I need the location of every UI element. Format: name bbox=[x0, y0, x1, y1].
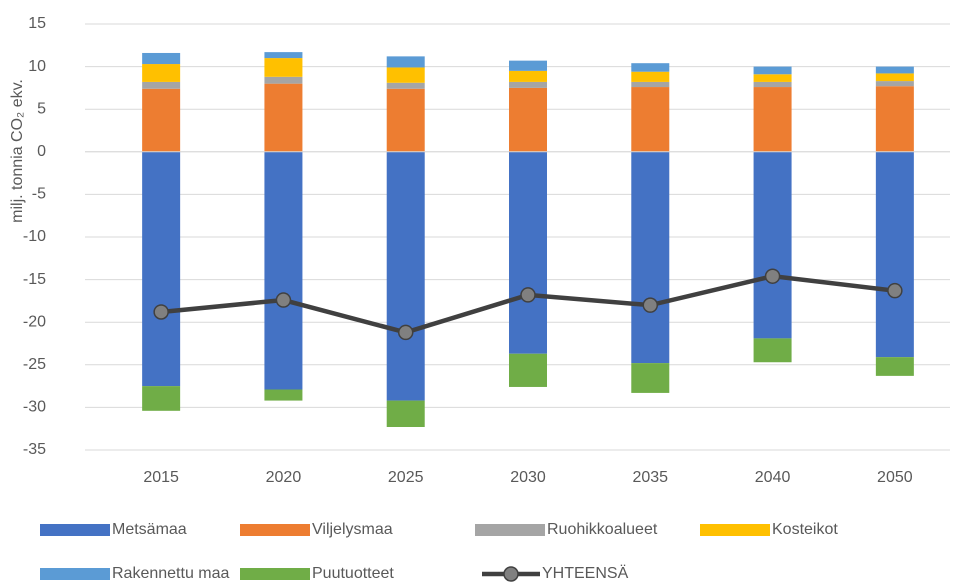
bar-segment bbox=[753, 338, 792, 363]
bar-segment bbox=[386, 151, 425, 401]
bar-segment bbox=[875, 81, 914, 87]
total-marker bbox=[275, 292, 292, 308]
x-tick-label: 2040 bbox=[755, 469, 791, 486]
legend-label: Puutuotteet bbox=[312, 565, 394, 582]
x-tick-label: 2030 bbox=[510, 469, 546, 486]
bar-segment bbox=[875, 151, 914, 358]
y-tick-label: -5 bbox=[32, 186, 46, 203]
y-tick-label: 5 bbox=[37, 100, 46, 117]
bar-segment bbox=[753, 87, 792, 152]
legend-swatch bbox=[240, 568, 310, 580]
x-tick-label: 2025 bbox=[388, 469, 424, 486]
total-marker bbox=[642, 297, 659, 313]
bar-segment bbox=[264, 151, 303, 390]
y-tick-label: -30 bbox=[23, 399, 46, 416]
bar-segment bbox=[631, 151, 670, 364]
bar-segment bbox=[875, 86, 914, 152]
total-marker bbox=[520, 287, 536, 303]
legend-swatch bbox=[240, 524, 310, 536]
bar-segment bbox=[142, 151, 181, 387]
y-tick-label: 15 bbox=[28, 15, 46, 32]
legend-label: Metsämaa bbox=[112, 521, 187, 538]
x-tick-label: 2035 bbox=[632, 469, 668, 486]
legend-label: Rakennettu maa bbox=[112, 565, 230, 582]
y-tick-label: 0 bbox=[37, 143, 46, 160]
bar-segment bbox=[753, 81, 792, 88]
x-tick-label: 2015 bbox=[143, 469, 179, 486]
bar-segment bbox=[753, 151, 792, 339]
y-tick-label: 10 bbox=[28, 58, 46, 75]
bar-segment bbox=[142, 386, 181, 411]
legend-swatch bbox=[40, 524, 110, 536]
bar-segment bbox=[142, 52, 181, 65]
legend-swatch bbox=[475, 524, 545, 536]
x-tick-label: 2020 bbox=[266, 469, 302, 486]
y-tick-label: -15 bbox=[23, 271, 46, 288]
bar-segment bbox=[509, 60, 547, 71]
bar-segment bbox=[386, 67, 425, 83]
total-marker bbox=[153, 304, 169, 320]
bar-segment bbox=[631, 63, 670, 72]
total-marker bbox=[764, 268, 781, 284]
bar-segment bbox=[509, 87, 547, 152]
bar-segment bbox=[386, 56, 425, 68]
bar-segment bbox=[631, 87, 670, 152]
bar-segment bbox=[631, 81, 670, 88]
legend-swatch bbox=[40, 568, 110, 580]
bar-segment bbox=[386, 88, 425, 152]
legend-label: Ruohikkoalueet bbox=[547, 521, 658, 538]
bar-segment bbox=[264, 83, 303, 152]
y-tick-label: -35 bbox=[23, 441, 46, 458]
legend-label: Kosteikot bbox=[772, 521, 838, 538]
legend-label: YHTEENSÄ bbox=[542, 564, 629, 582]
legend-marker bbox=[503, 566, 519, 582]
y-tick-label: -20 bbox=[23, 313, 46, 330]
bar-segment bbox=[264, 389, 303, 401]
bar-segment bbox=[509, 70, 547, 82]
bar-segment bbox=[264, 76, 303, 84]
y-axis-label: milj. tonnia CO₂ ekv. bbox=[9, 79, 26, 223]
bar-segment bbox=[142, 88, 181, 152]
total-marker bbox=[397, 324, 414, 341]
bar-segment bbox=[386, 400, 425, 427]
y-tick-label: -25 bbox=[23, 356, 46, 373]
total-marker bbox=[887, 282, 903, 299]
bar-segment bbox=[631, 363, 670, 393]
bar-segment bbox=[631, 71, 670, 82]
bar-segment bbox=[875, 66, 914, 74]
y-tick-label: -10 bbox=[23, 228, 46, 245]
bar-segment bbox=[509, 353, 547, 387]
bar-segment bbox=[875, 73, 914, 82]
bar-segment bbox=[875, 357, 914, 376]
legend-swatch bbox=[700, 524, 770, 536]
bar-segment bbox=[753, 66, 792, 75]
bar-segment bbox=[386, 82, 425, 89]
bar-segment bbox=[264, 52, 303, 59]
bar-segment bbox=[509, 81, 547, 88]
bar-segment bbox=[509, 151, 547, 354]
bar-segment bbox=[142, 81, 181, 89]
legend-label: Viljelysmaa bbox=[312, 521, 393, 538]
bar-segment bbox=[264, 58, 303, 77]
bar-segment bbox=[753, 74, 792, 82]
x-tick-label: 2050 bbox=[877, 469, 913, 486]
bar-segment bbox=[142, 64, 181, 82]
